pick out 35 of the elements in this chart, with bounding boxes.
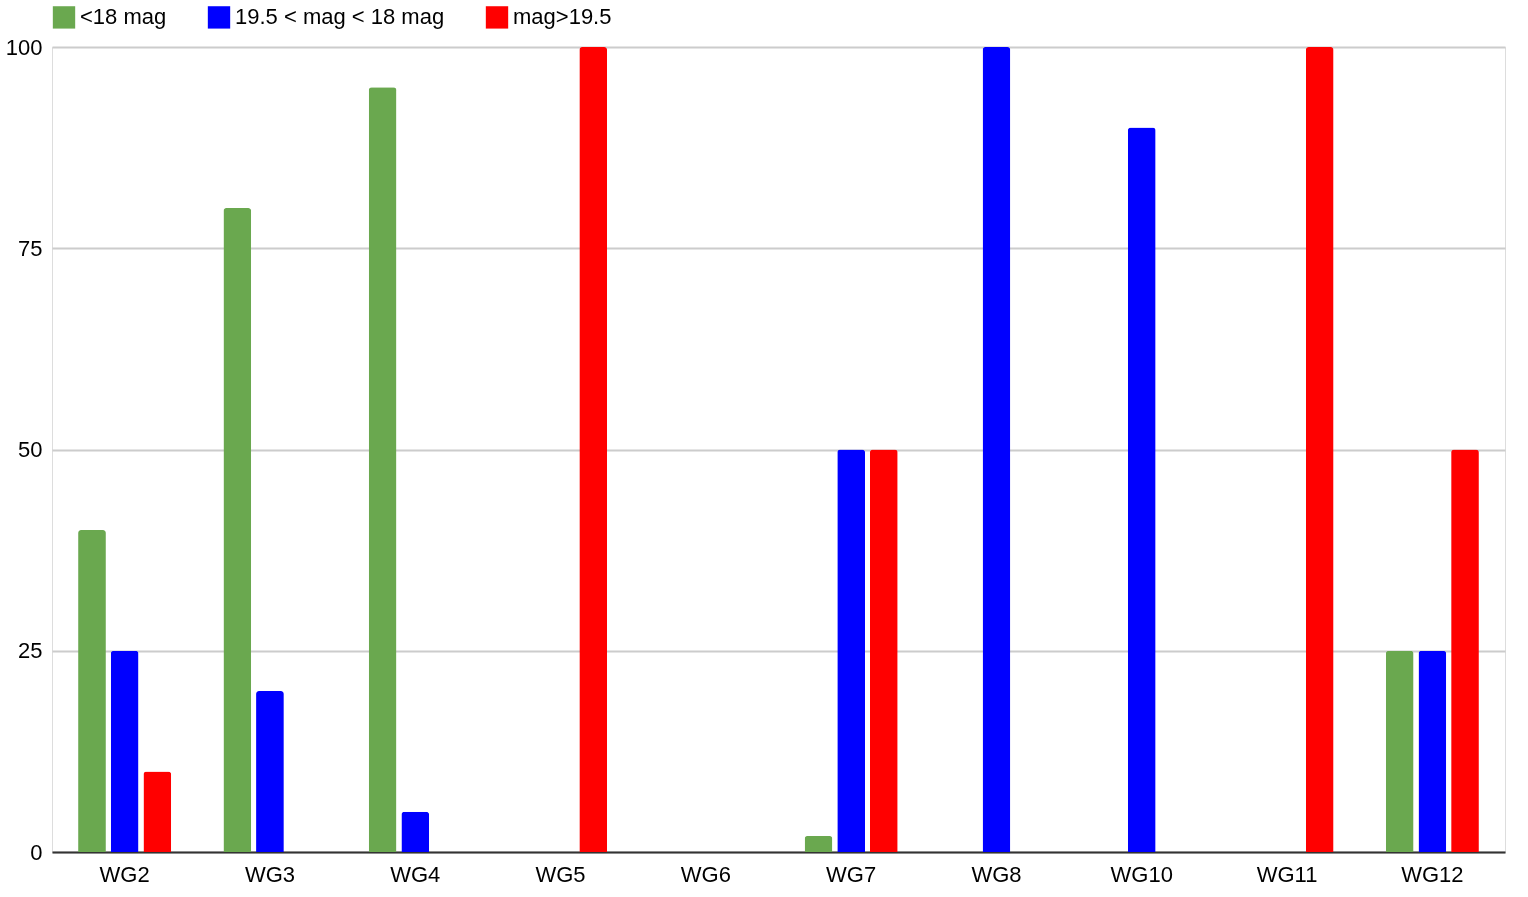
x-tick-label: WG2 <box>99 861 150 887</box>
bar <box>1451 449 1479 852</box>
bar <box>869 449 898 852</box>
bar <box>1418 650 1447 852</box>
bar <box>1305 47 1334 852</box>
bar <box>1127 127 1156 852</box>
bar <box>401 811 430 852</box>
y-tick-label: 50 <box>18 437 43 462</box>
bar <box>223 208 252 852</box>
x-tick-label: WG12 <box>1401 861 1464 887</box>
legend-label: mag>19.5 <box>513 4 612 30</box>
x-tick-label: WG3 <box>244 861 296 887</box>
bar <box>368 87 397 852</box>
bar <box>837 449 866 852</box>
y-tick-label: 25 <box>18 638 43 664</box>
bar <box>982 47 1011 852</box>
bar <box>579 47 608 852</box>
y-tick-label: 0 <box>30 839 43 865</box>
x-tick-label: WG7 <box>826 861 877 887</box>
bar <box>1385 650 1414 852</box>
legend-label: <18 mag <box>80 4 167 30</box>
bar <box>110 650 139 852</box>
x-tick-label: WG6 <box>680 861 731 887</box>
x-tick-label: WG11 <box>1256 861 1318 887</box>
y-tick-label: 75 <box>18 235 43 261</box>
x-tick-label: WG4 <box>390 861 441 887</box>
x-tick-label: WG5 <box>535 861 586 887</box>
legend-label: 19.5 < mag < 18 mag <box>235 4 445 30</box>
bar <box>143 771 172 852</box>
x-tick-label: WG8 <box>971 861 1022 887</box>
x-tick-label: WG10 <box>1110 861 1173 887</box>
bar <box>804 835 833 852</box>
y-tick-label: 100 <box>5 34 43 60</box>
bar <box>78 530 106 852</box>
bar <box>256 691 284 852</box>
